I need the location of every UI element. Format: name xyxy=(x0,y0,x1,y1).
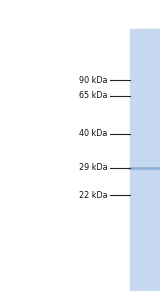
Text: 90 kDa: 90 kDa xyxy=(79,76,107,85)
Bar xyxy=(130,29,160,291)
Text: 29 kDa: 29 kDa xyxy=(79,164,107,172)
Text: 22 kDa: 22 kDa xyxy=(79,191,107,200)
Text: 65 kDa: 65 kDa xyxy=(79,91,107,100)
Text: 40 kDa: 40 kDa xyxy=(79,129,107,138)
